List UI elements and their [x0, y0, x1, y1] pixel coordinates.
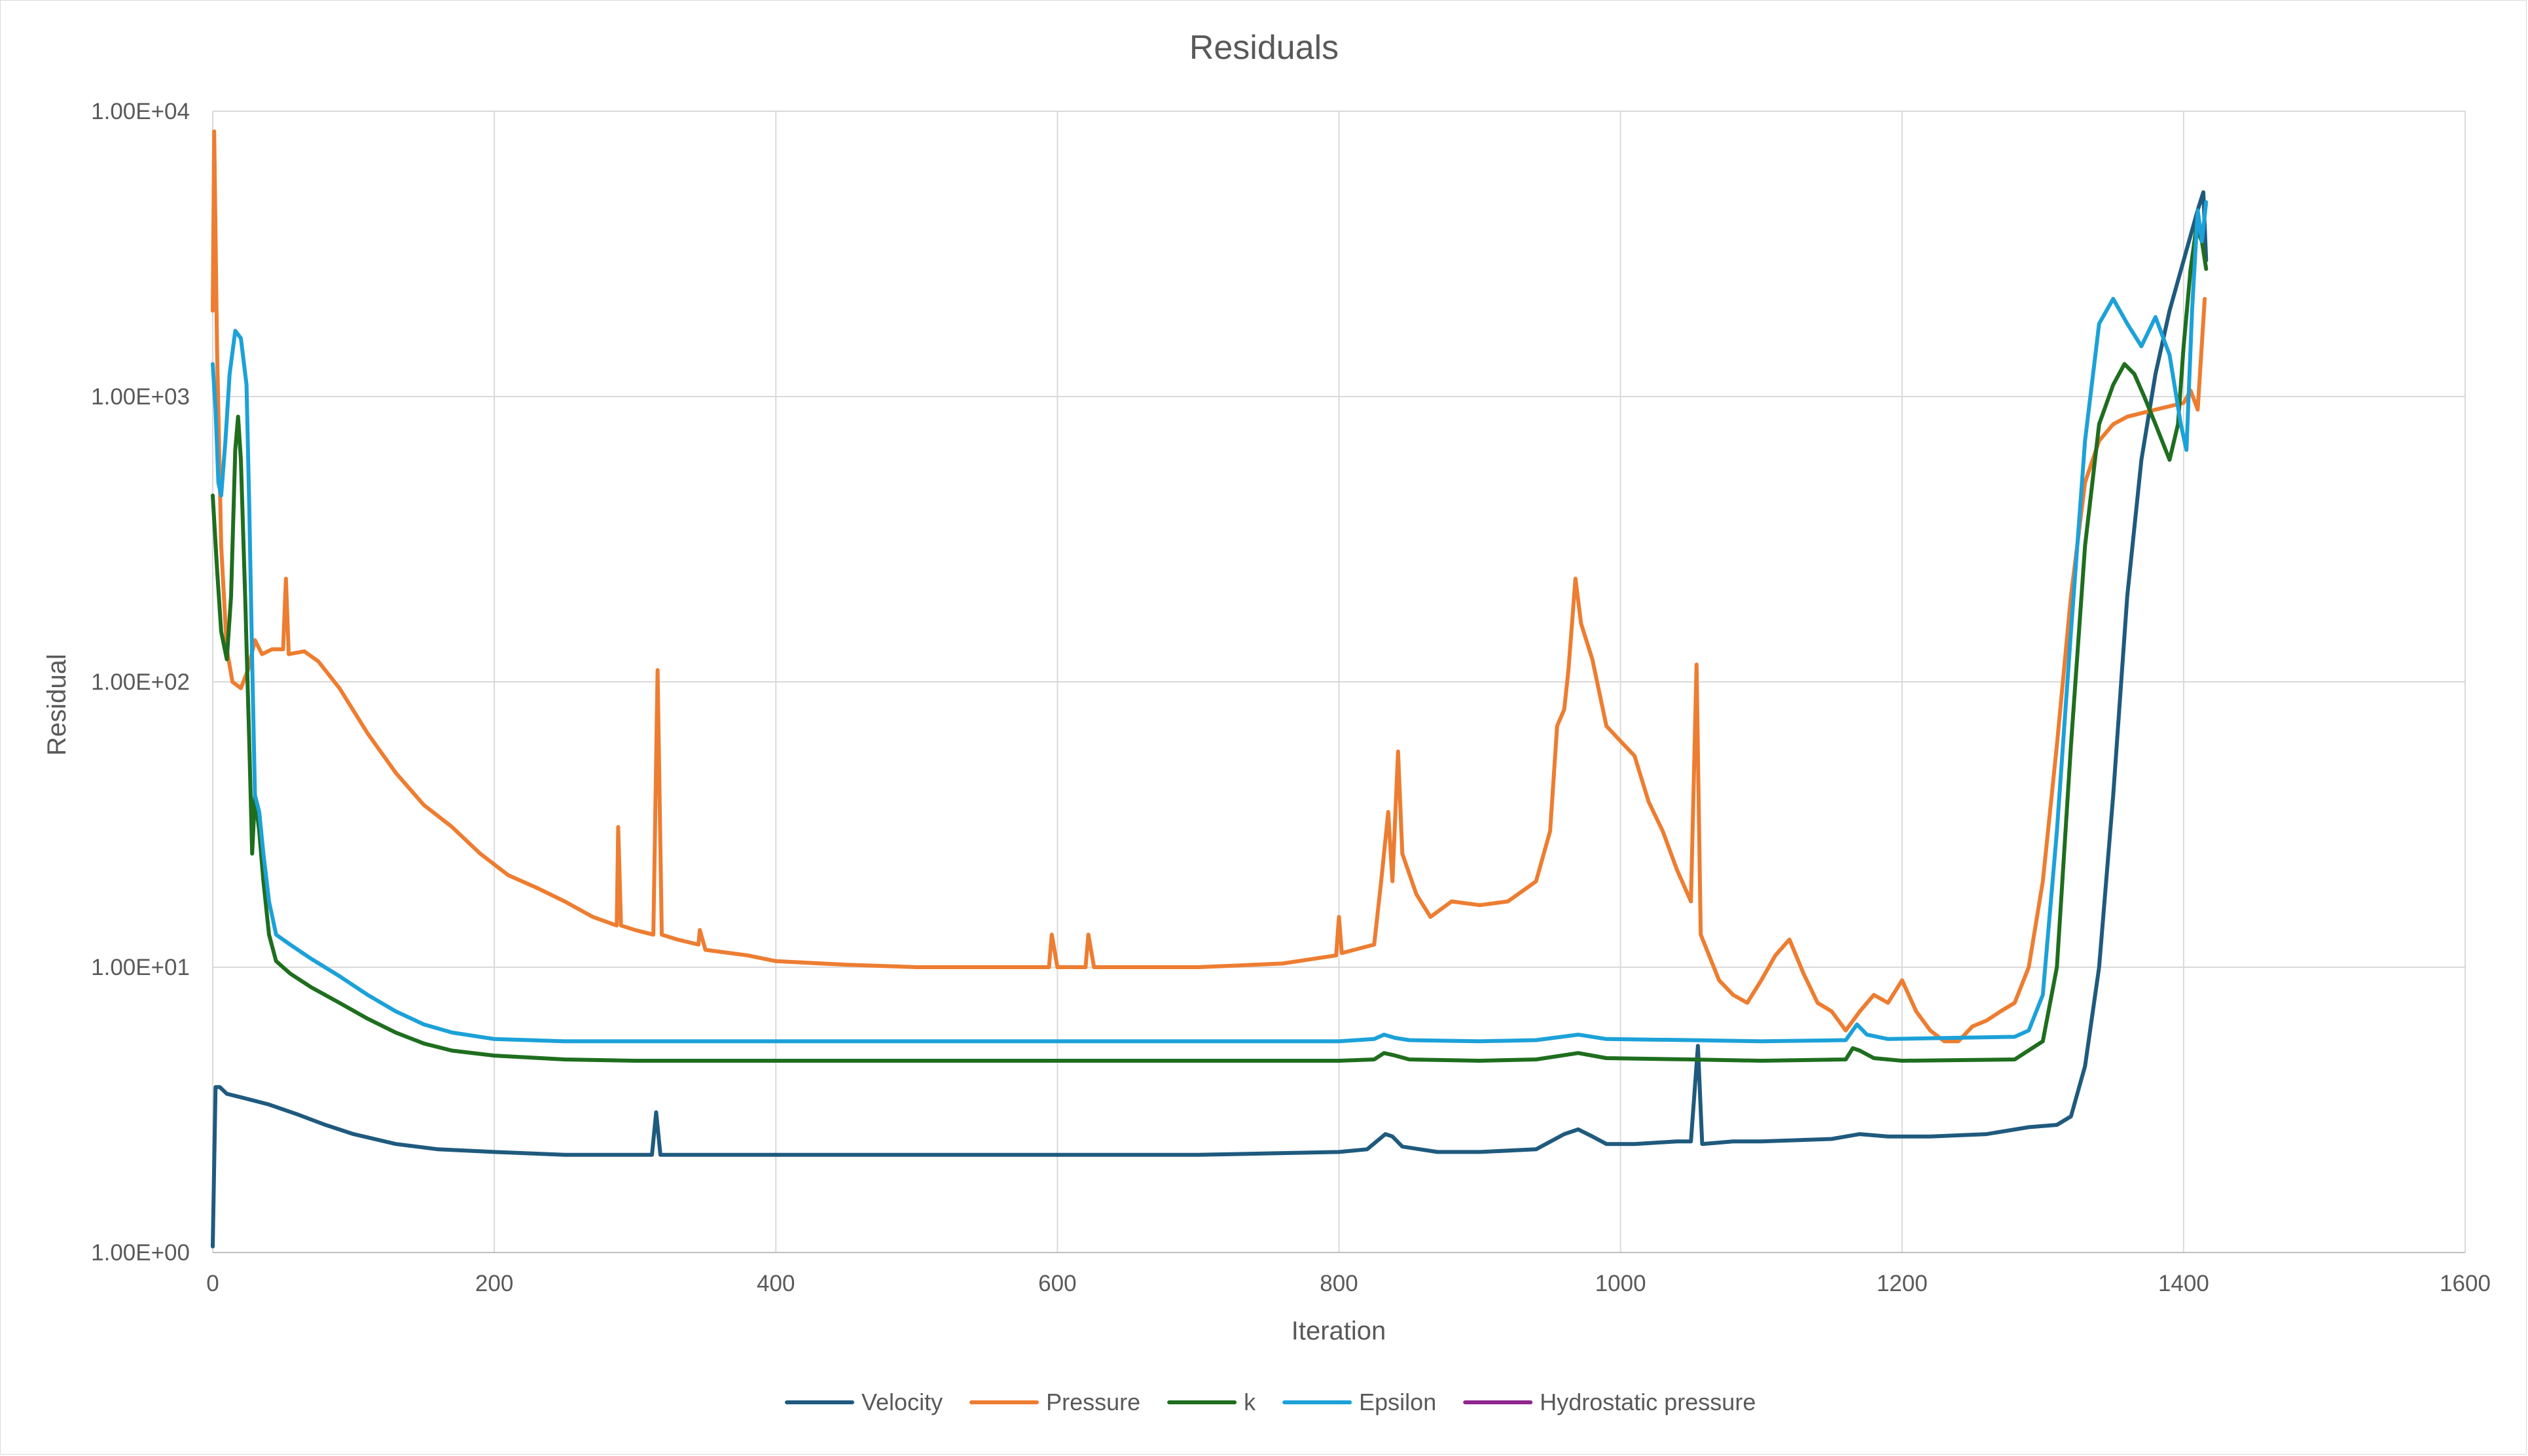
- y-tick-label: 1.00E+04: [91, 99, 190, 124]
- x-tick-label: 400: [757, 1271, 795, 1296]
- y-tick-label: 1.00E+01: [91, 955, 190, 980]
- series-line-velocity: [211, 190, 2209, 1249]
- x-tick-label: 1200: [1877, 1271, 1928, 1296]
- series-lines: [211, 129, 2209, 1249]
- legend-label-velocity: Velocity: [861, 1389, 943, 1415]
- chart-title: Residuals: [1189, 29, 1339, 67]
- x-tick-label: 1000: [1595, 1271, 1646, 1296]
- y-tick-label: 1.00E+03: [91, 384, 190, 410]
- legend-label-hydrostatic-pressure: Hydrostatic pressure: [1540, 1389, 1756, 1415]
- x-tick-label: 600: [1038, 1271, 1076, 1296]
- axis-ticks: 0 200 400 600 800 1000 1200 1400 1600 1.00E+00 1.0…: [91, 99, 2491, 1296]
- series-line-epsilon: [211, 200, 2209, 1044]
- x-tick-label: 1600: [2440, 1271, 2491, 1296]
- x-tick-label: 800: [1320, 1271, 1358, 1296]
- x-axis-title: Iteration: [1291, 1317, 1386, 1345]
- y-axis-title: Residual: [43, 654, 71, 756]
- x-tick-label: 0: [206, 1271, 219, 1296]
- legend-label-k: k: [1244, 1389, 1256, 1415]
- x-tick-label: 200: [475, 1271, 513, 1296]
- series-line-pressure: [211, 129, 2207, 1044]
- legend-label-pressure: Pressure: [1046, 1389, 1140, 1415]
- legend: Velocity Pressure k Epsilon Hydrostatic pres…: [785, 1389, 1756, 1415]
- series-line-k: [211, 226, 2209, 1063]
- legend-label-epsilon: Epsilon: [1359, 1389, 1436, 1415]
- x-tick-label: 1400: [2158, 1271, 2209, 1296]
- y-tick-label: 1.00E+02: [91, 669, 190, 695]
- grid-lines: [212, 111, 2466, 1253]
- y-tick-label: 1.00E+00: [91, 1240, 190, 1266]
